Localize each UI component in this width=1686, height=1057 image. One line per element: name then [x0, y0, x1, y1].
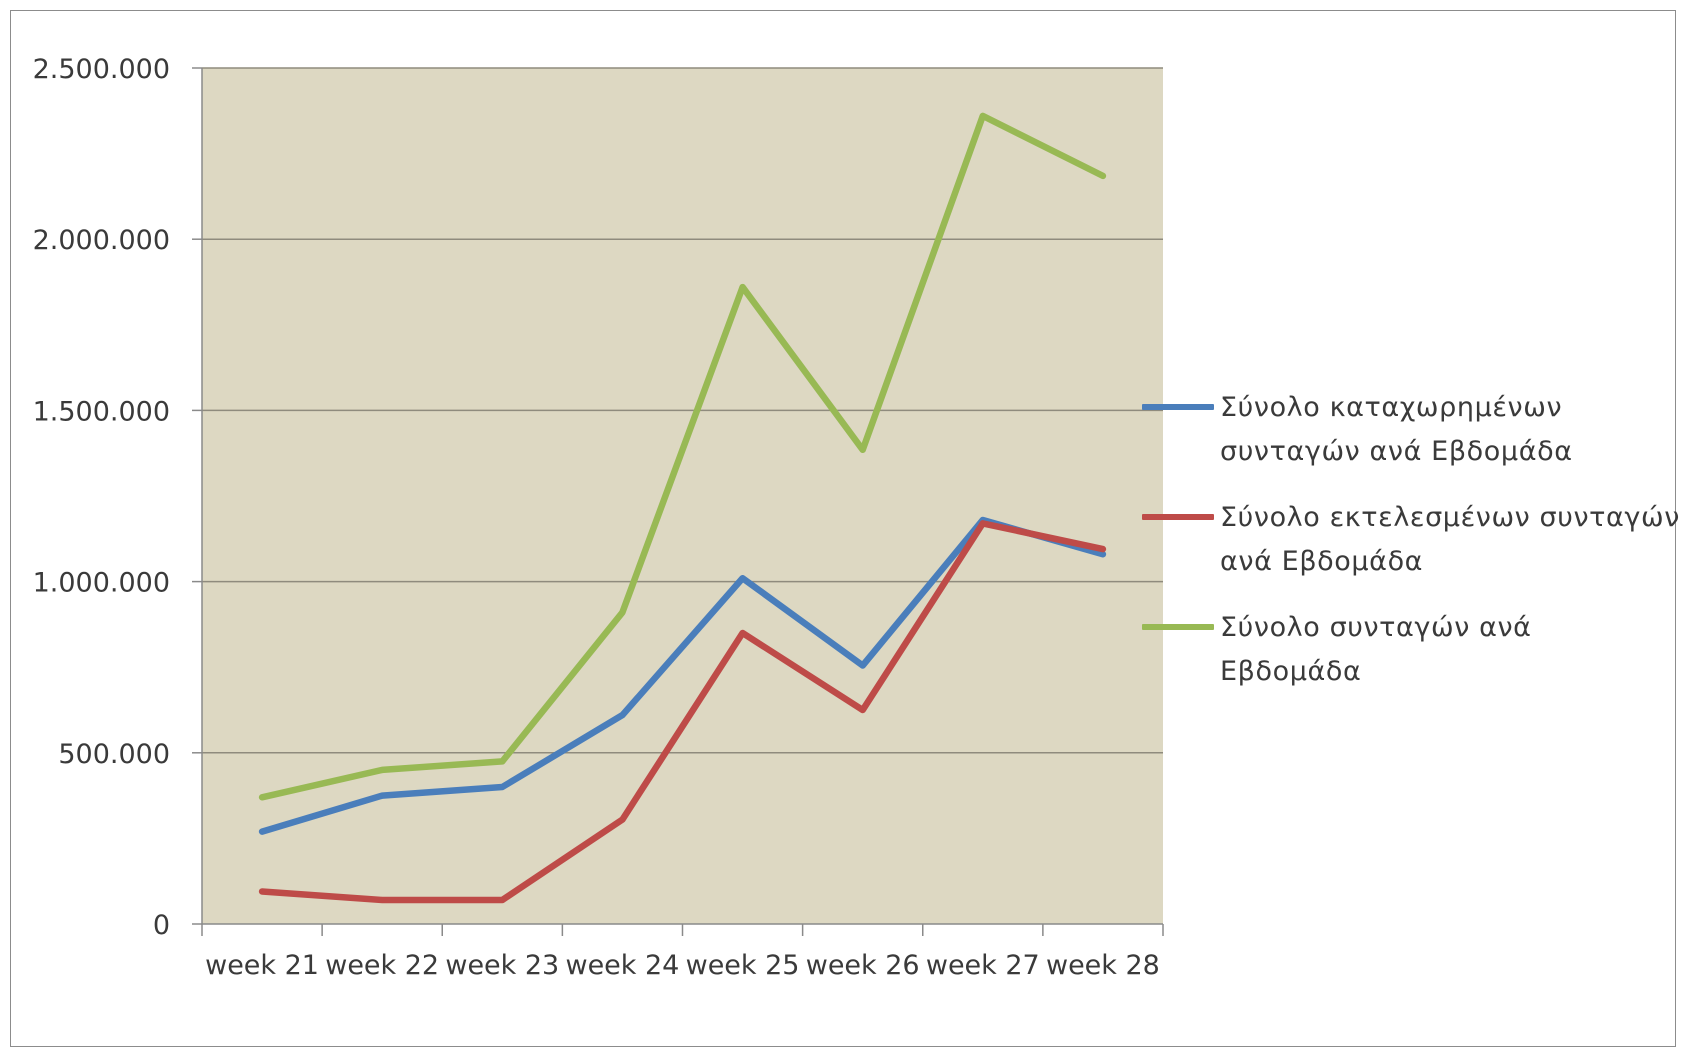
- series-line-executed: [258, 520, 1107, 904]
- x-tick-label: week 28: [1046, 950, 1160, 981]
- axes: 0 500.000 1.000.000 1.500.000 2.000.000 2.500…: [33, 54, 1164, 981]
- x-tick-label: week 27: [926, 950, 1040, 981]
- y-tick-label: 500.000: [58, 739, 170, 770]
- y-tick-label: 1.500.000: [33, 396, 170, 427]
- legend-item-executed: Σύνολο εκτελεσμένων συνταγών ανά Εβδομάδ…: [1142, 496, 1682, 584]
- legend-item-total: Σύνολο συνταγών ανά Εβδομάδα: [1142, 606, 1682, 694]
- x-tick-label: week 24: [565, 950, 679, 981]
- x-tick-label: week 22: [325, 950, 439, 981]
- plot-area: [202, 68, 1163, 924]
- gridlines: [202, 67, 1163, 754]
- legend-swatch-registered: [1142, 404, 1214, 410]
- legend-item-registered: Σύνολο καταχωρημένων συνταγών ανά Εβδομά…: [1142, 386, 1682, 474]
- legend-swatch-executed: [1142, 514, 1214, 520]
- x-tick-label: week 26: [806, 950, 920, 981]
- legend-swatch-total: [1142, 624, 1214, 630]
- x-tick-label: week 23: [445, 950, 559, 981]
- series-line-total: [258, 112, 1107, 801]
- legend-label-executed: Σύνολο εκτελεσμένων συνταγών ανά Εβδομάδ…: [1220, 502, 1680, 577]
- y-tick-label: 1.000.000: [33, 568, 170, 599]
- legend-label-registered: Σύνολο καταχωρημένων συνταγών ανά Εβδομά…: [1220, 392, 1573, 467]
- legend-label-total: Σύνολο συνταγών ανά Εβδομάδα: [1220, 612, 1532, 687]
- y-tick-label: 2.000.000: [33, 225, 170, 256]
- x-tick-label: week 25: [686, 950, 800, 981]
- legend: Σύνολο καταχωρημένων συνταγών ανά Εβδομά…: [1142, 386, 1682, 716]
- y-tick-label: 2.500.000: [33, 54, 170, 85]
- y-tick-label: 0: [153, 910, 170, 941]
- series-line-registered: [258, 516, 1107, 835]
- x-tick-label: week 21: [205, 950, 319, 981]
- series-lines: [258, 112, 1107, 904]
